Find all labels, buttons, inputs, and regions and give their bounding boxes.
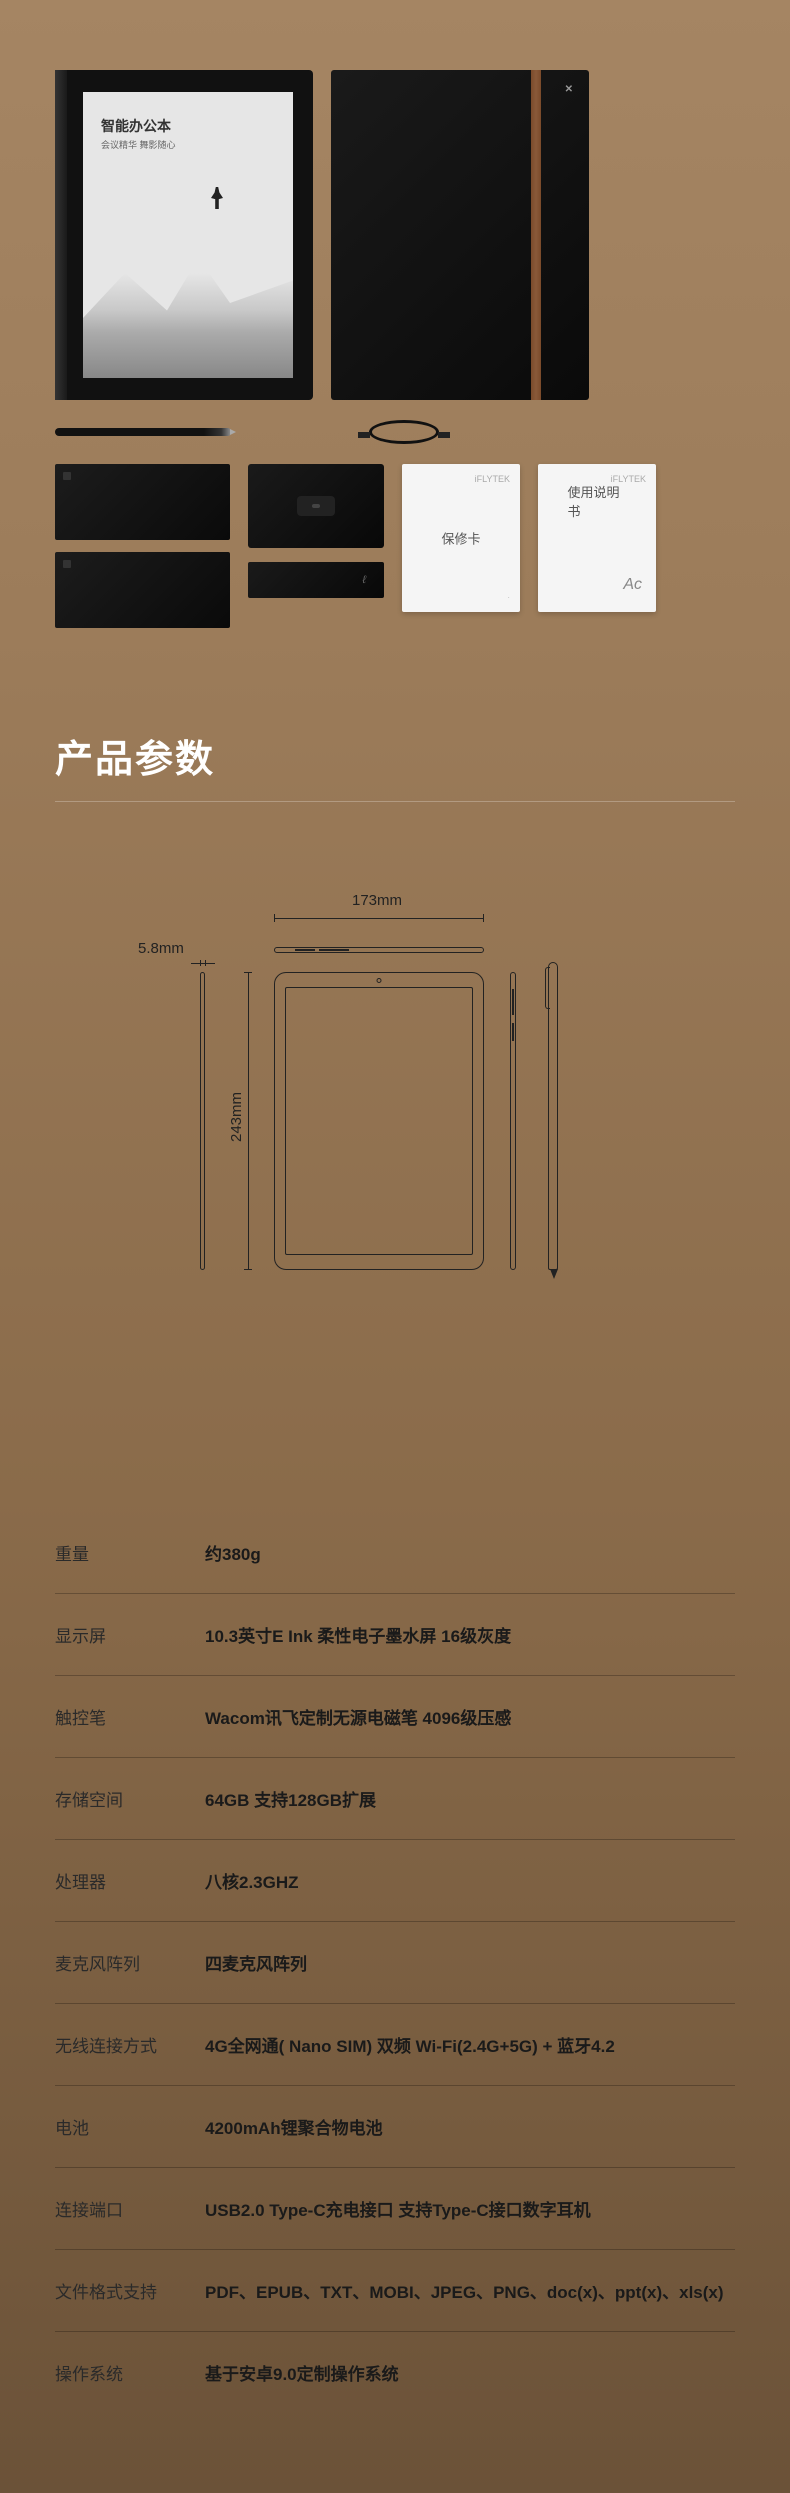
warranty-card: iFLYTEK 保修卡 · — [402, 464, 520, 612]
stylus-pen — [55, 428, 230, 436]
spec-value: PDF、EPUB、TXT、MOBI、JPEG、PNG、doc(x)、ppt(x)… — [205, 2278, 735, 2303]
tablet-left-profile — [200, 972, 205, 1270]
black-card-1 — [55, 464, 230, 540]
spec-row: 显示屏10.3英寸E Ink 柔性电子墨水屏 16级灰度 — [55, 1594, 735, 1676]
section-header: 产品参数 — [0, 668, 790, 822]
spec-label: 处理器 — [55, 1868, 205, 1893]
product-spec-page: 智能办公本 会议精华 舞影随心 ✕ ℓ — [0, 0, 790, 2493]
spec-row: 触控笔Wacom讯飞定制无源电磁笔 4096级压感 — [55, 1676, 735, 1758]
folio-logo: ✕ — [565, 84, 573, 95]
charger — [248, 464, 384, 548]
pen-outline — [548, 962, 558, 1270]
spec-value: 10.3英寸E Ink 柔性电子墨水屏 16级灰度 — [205, 1622, 735, 1647]
pen-box: ℓ — [248, 562, 384, 598]
thickness-label: 5.8mm — [138, 940, 184, 957]
box-row-bottom: ℓ iFLYTEK 保修卡 · iFLYTEK 使用说明书 Ac — [55, 464, 735, 628]
spec-value: 4G全网通( Nano SIM) 双频 Wi-Fi(2.4G+5G) + 蓝牙4… — [205, 2032, 735, 2057]
dimension-diagram: 173mm 5.8mm 243mm — [0, 822, 790, 1462]
spec-label: 连接端口 — [55, 2196, 205, 2221]
spec-row: 连接端口USB2.0 Type-C充电接口 支持Type-C接口数字耳机 — [55, 2168, 735, 2250]
spec-label: 操作系统 — [55, 2360, 205, 2385]
spec-row: 电池4200mAh锂聚合物电池 — [55, 2086, 735, 2168]
eink-screen-mock: 智能办公本 会议精华 舞影随心 — [83, 92, 293, 378]
black-card-2 — [55, 552, 230, 628]
box-row-mid — [55, 418, 735, 446]
usb-cable — [336, 418, 472, 446]
charger-col: ℓ — [248, 464, 384, 598]
box-contents-section: 智能办公本 会议精华 舞影随心 ✕ ℓ — [0, 0, 790, 668]
black-cards-col — [55, 464, 230, 628]
spec-label: 无线连接方式 — [55, 2032, 205, 2057]
guide-card: iFLYTEK 使用说明书 Ac — [538, 464, 656, 612]
specs-table: 重量约380g显示屏10.3英寸E Ink 柔性电子墨水屏 16级灰度触控笔Wa… — [0, 1462, 790, 2493]
spec-row: 文件格式支持PDF、EPUB、TXT、MOBI、JPEG、PNG、doc(x)、… — [55, 2250, 735, 2332]
spec-row: 麦克风阵列四麦克风阵列 — [55, 1922, 735, 2004]
spec-label: 重量 — [55, 1540, 205, 1565]
header-divider — [55, 801, 735, 802]
folio-case: ✕ — [331, 70, 589, 400]
section-title: 产品参数 — [55, 728, 790, 783]
spec-label: 电池 — [55, 2114, 205, 2139]
spec-label: 存储空间 — [55, 1786, 205, 1811]
width-label: 173mm — [352, 892, 402, 909]
tablet-front-outline — [274, 972, 484, 1270]
spec-row: 处理器八核2.3GHZ — [55, 1840, 735, 1922]
spec-label: 触控笔 — [55, 1704, 205, 1729]
spec-value: 约380g — [205, 1540, 735, 1565]
tablet-top-profile — [274, 947, 484, 953]
spec-label: 显示屏 — [55, 1622, 205, 1647]
spec-row: 存储空间64GB 支持128GB扩展 — [55, 1758, 735, 1840]
spec-value: 4200mAh锂聚合物电池 — [205, 2114, 735, 2139]
device-with-cover: 智能办公本 会议精华 舞影随心 — [55, 70, 313, 400]
spec-value: 四麦克风阵列 — [205, 1950, 735, 1975]
spec-row: 无线连接方式4G全网通( Nano SIM) 双频 Wi-Fi(2.4G+5G)… — [55, 2004, 735, 2086]
spec-value: USB2.0 Type-C充电接口 支持Type-C接口数字耳机 — [205, 2196, 735, 2221]
spec-label: 文件格式支持 — [55, 2278, 205, 2303]
tablet-right-profile — [510, 972, 516, 1270]
spec-value: 64GB 支持128GB扩展 — [205, 1786, 735, 1811]
spec-value: 八核2.3GHZ — [205, 1868, 735, 1893]
box-row-top: 智能办公本 会议精华 舞影随心 ✕ — [55, 70, 735, 400]
spec-row: 重量约380g — [55, 1512, 735, 1594]
screen-subtitle: 会议精华 舞影随心 — [101, 138, 176, 151]
spec-value: 基于安卓9.0定制操作系统 — [205, 2360, 735, 2385]
spec-value: Wacom讯飞定制无源电磁笔 4096级压感 — [205, 1704, 735, 1729]
spec-row: 操作系统基于安卓9.0定制操作系统 — [55, 2332, 735, 2413]
spec-label: 麦克风阵列 — [55, 1950, 205, 1975]
height-label: 243mm — [228, 1092, 245, 1142]
screen-title: 智能办公本 — [101, 116, 171, 136]
